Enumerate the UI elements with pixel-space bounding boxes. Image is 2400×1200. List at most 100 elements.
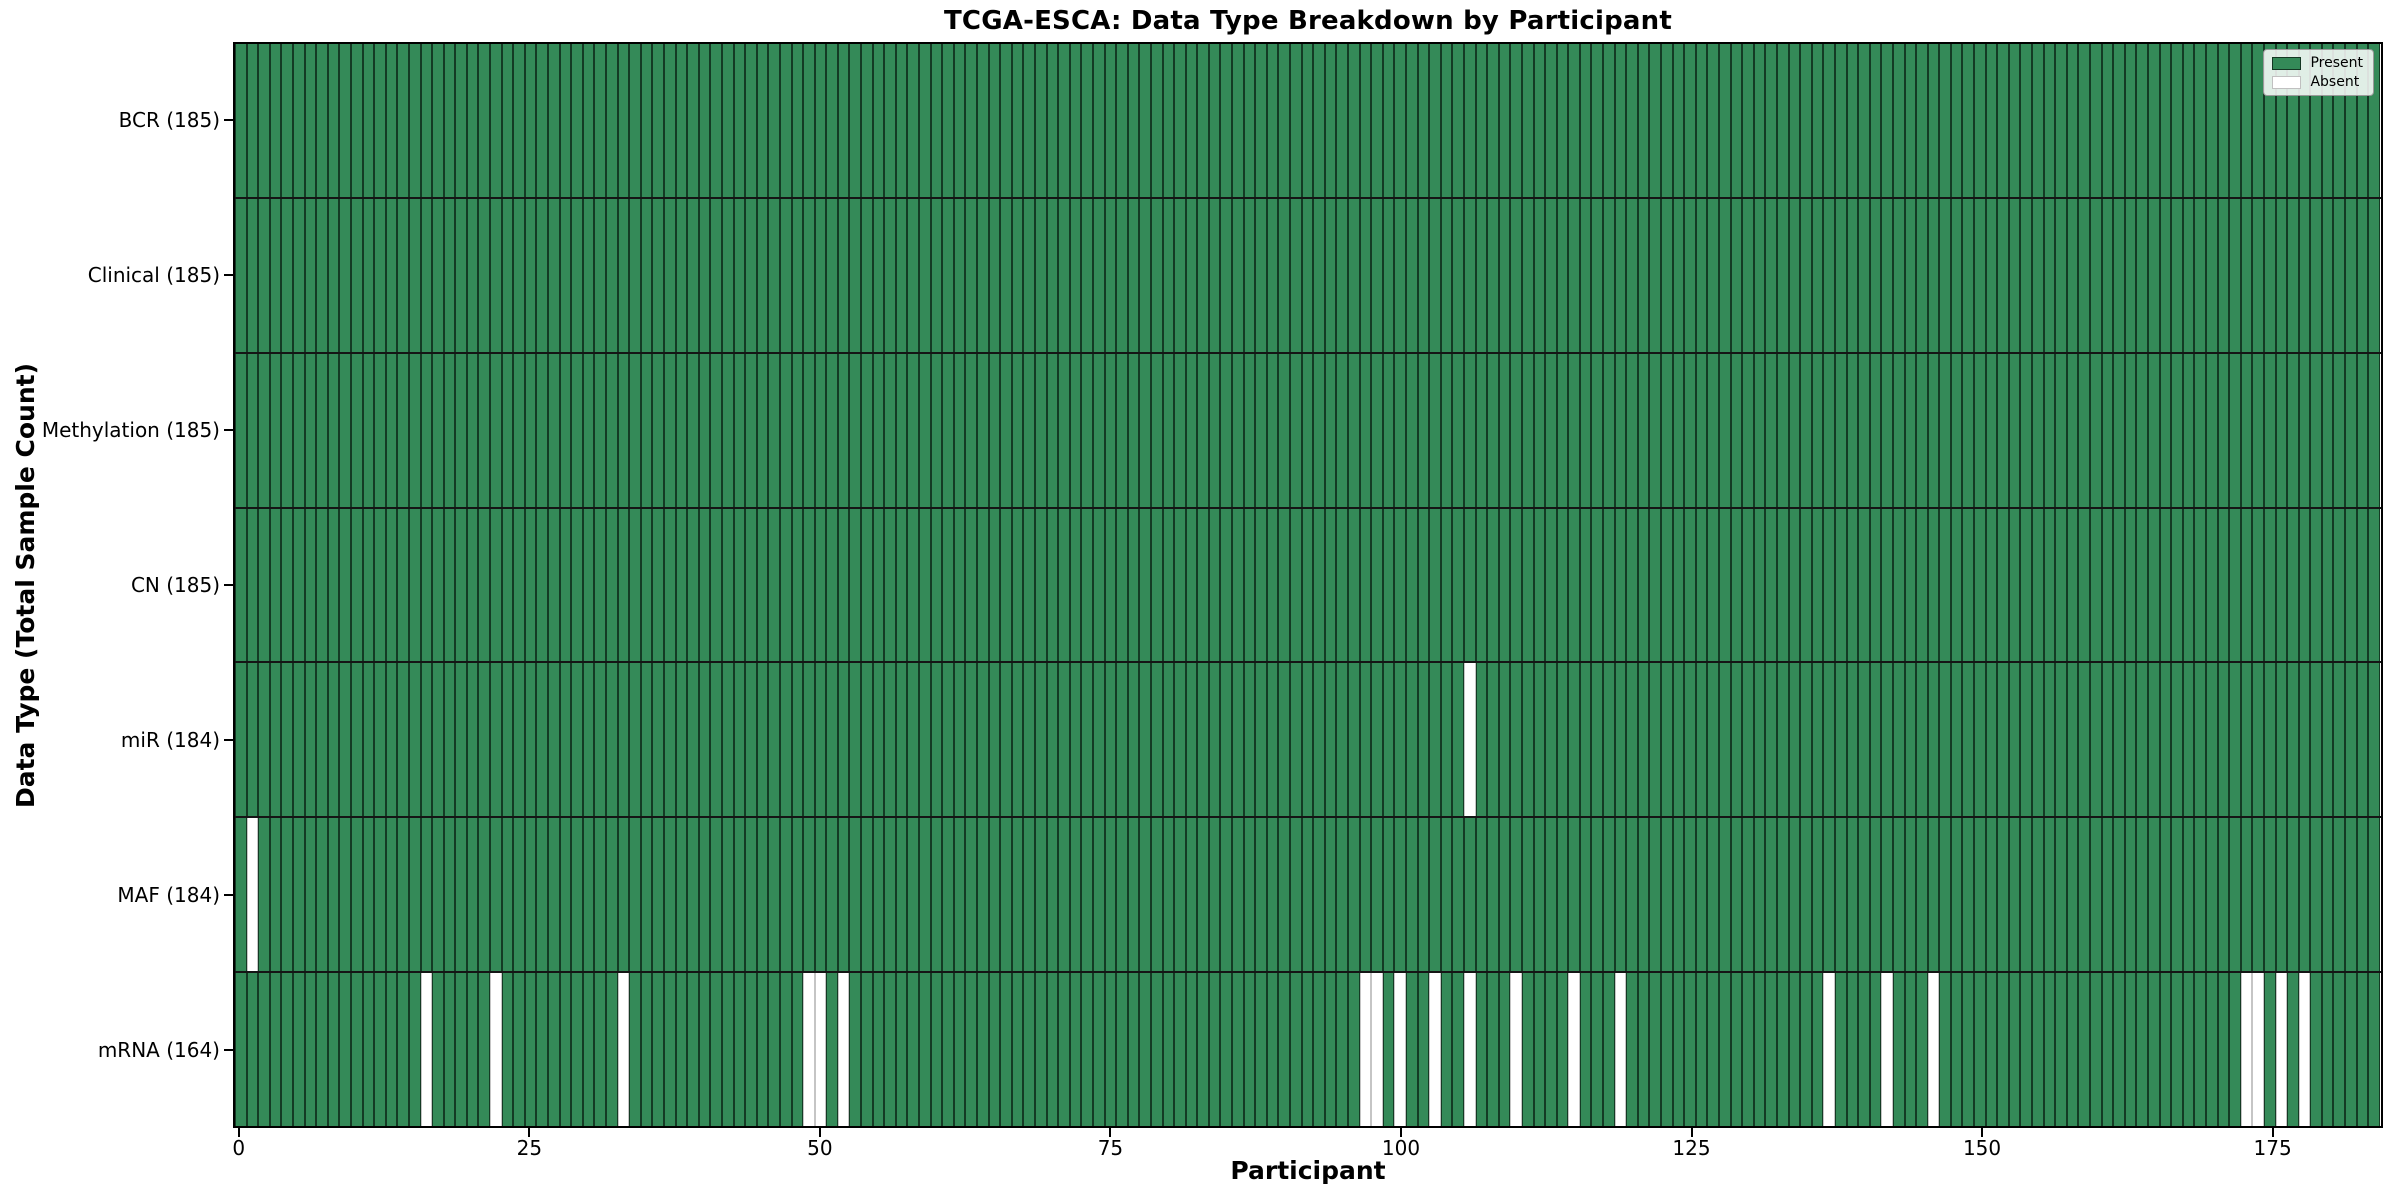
presence-cell [2078,44,2090,197]
presence-cell [339,198,351,352]
presence-cell [2008,44,2021,197]
presence-cell [1939,973,1951,1127]
presence-cell [1417,198,1430,352]
presence-cell [2171,508,2183,662]
presence-cell [1707,198,1719,352]
presence-cell [466,973,479,1127]
presence-cell [1823,818,1835,972]
presence-cell [861,508,873,662]
presence-cell [1695,508,1708,662]
presence-cell [536,353,549,507]
presence-cell [2182,508,2195,662]
presence-cell [1637,198,1650,352]
presence-cell [640,663,653,817]
presence-cell [292,973,305,1127]
presence-cell [1510,353,1522,507]
presence-cell [953,508,966,662]
presence-cell [1568,198,1580,352]
presence-cell [258,818,270,972]
presence-cell [2194,973,2206,1127]
presence-cell [895,353,908,507]
presence-cell [1081,663,1093,817]
presence-cell [281,818,293,972]
presence-cell [663,818,676,972]
presence-cell [1382,198,1395,352]
presence-cell [2310,44,2322,197]
presence-cell [791,818,804,972]
presence-cell [1823,353,1835,507]
presence-cell [2032,973,2044,1127]
presence-cell [2345,198,2357,352]
presence-cell [2020,663,2033,817]
presence-cell [594,663,606,817]
presence-cell [1974,508,1986,662]
presence-cell [2205,663,2218,817]
presence-cell [2240,353,2253,507]
presence-cell [1475,198,1488,352]
presence-cell [1579,973,1592,1127]
presence-cell [385,818,398,972]
presence-cell [582,353,595,507]
presence-cell [721,818,734,972]
presence-cell [652,508,664,662]
y-tick-label-CN: CN (185) [130,573,220,597]
presence-cell [1081,198,1093,352]
presence-cell [2043,198,2056,352]
presence-cell [2217,973,2230,1127]
presence-cell [408,508,421,662]
x-tick-mark [528,1128,531,1137]
presence-cell [1684,198,1696,352]
presence-cell [2124,198,2137,352]
presence-cell [977,973,989,1127]
presence-cell [1313,663,1325,817]
presence-cell [1939,198,1951,352]
presence-cell [2090,973,2102,1127]
presence-cell [1985,818,1998,972]
presence-cell [443,353,456,507]
presence-cell [919,353,931,507]
presence-cell [1139,198,1151,352]
presence-cell [791,508,804,662]
presence-cell [733,198,746,352]
presence-cell [1371,353,1383,507]
presence-cell [1719,973,1731,1127]
presence-cell [1950,508,1963,662]
presence-cell [791,198,804,352]
presence-cell [919,818,931,972]
presence-cell [258,973,270,1127]
presence-cell [1834,973,1847,1127]
presence-cell [1243,973,1256,1127]
presence-cell [1371,198,1383,352]
presence-cell [1081,818,1093,972]
presence-cell [2090,198,2102,352]
presence-cell [1719,198,1731,352]
presence-cell [258,508,270,662]
presence-cell [1405,508,1418,662]
presence-cell [698,353,711,507]
presence-cell [582,44,595,197]
presence-cell [1707,44,1719,197]
presence-cell [1417,663,1430,817]
presence-cell [1104,508,1117,662]
presence-cell [327,663,340,817]
presence-cell [2356,44,2369,197]
presence-cell [1429,973,1441,1127]
presence-cell [1440,508,1453,662]
presence-cell [1058,353,1070,507]
presence-cell [2368,508,2380,662]
presence-cell [1510,508,1522,662]
presence-cell [1382,818,1395,972]
presence-cell [745,44,757,197]
presence-cell [1278,663,1291,817]
presence-cell [1174,44,1186,197]
presence-cell [1382,44,1395,197]
presence-cell [1498,818,1511,972]
presence-cell [339,508,351,662]
presence-cell [1579,353,1592,507]
presence-cell [1301,44,1314,197]
presence-cell [1081,353,1093,507]
presence-cell [1197,198,1209,352]
presence-cell [1649,508,1662,662]
presence-cell [2240,818,2253,972]
presence-cell [1707,353,1719,507]
